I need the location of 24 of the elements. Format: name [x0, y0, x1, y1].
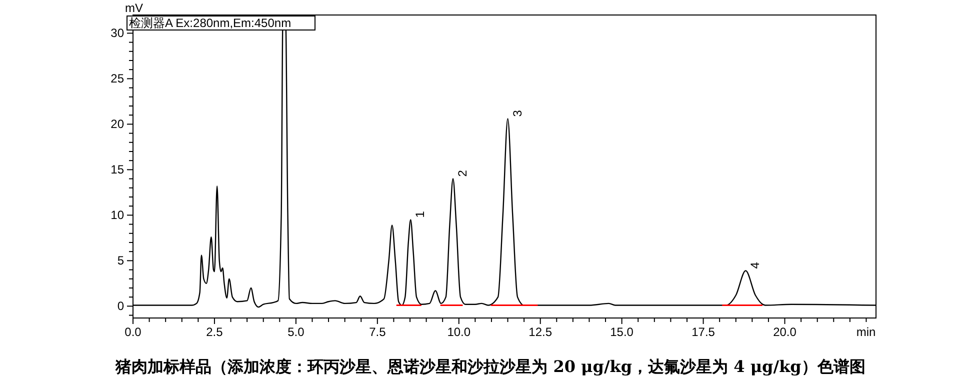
annotation: 4 [748, 262, 762, 269]
text: 猪肉加标样品（添加浓度：环丙沙星、恩诺沙星和沙拉沙星为 20 μg/kg，达氟沙星为 4 μg/kg）色谱图 [114, 357, 866, 376]
annotation: 3 [510, 110, 524, 117]
annotation: 检测器A Ex:280nm,Em:450nm [129, 16, 292, 30]
x-tick-label: 2.5 [206, 325, 224, 339]
y-tick-label: 5 [117, 254, 124, 268]
x-tick-label: 10.0 [447, 325, 471, 339]
y-tick-label: 25 [110, 72, 124, 86]
x-tick-label: 12.5 [528, 325, 552, 339]
y-tick-label: 0 [117, 299, 124, 314]
x-tick-label: 5.0 [288, 325, 305, 339]
y-tick-label: 20 [110, 117, 124, 132]
x-tick-label: 20.0 [773, 325, 797, 339]
y-tick-label: 15 [110, 162, 124, 177]
x-tick-label: 15.0 [610, 325, 634, 339]
x-tick-label: 17.5 [692, 325, 716, 339]
y-axis-title: mV [125, 1, 143, 15]
x-axis-title: min [856, 325, 876, 339]
y-tick-label: 10 [110, 208, 124, 222]
annotation: 2 [456, 170, 470, 177]
x-tick-label: 0.0 [124, 325, 142, 339]
annotation: 1 [413, 210, 428, 218]
y-tick-label: 30 [110, 26, 124, 40]
x-tick-label: 7.5 [369, 325, 386, 339]
